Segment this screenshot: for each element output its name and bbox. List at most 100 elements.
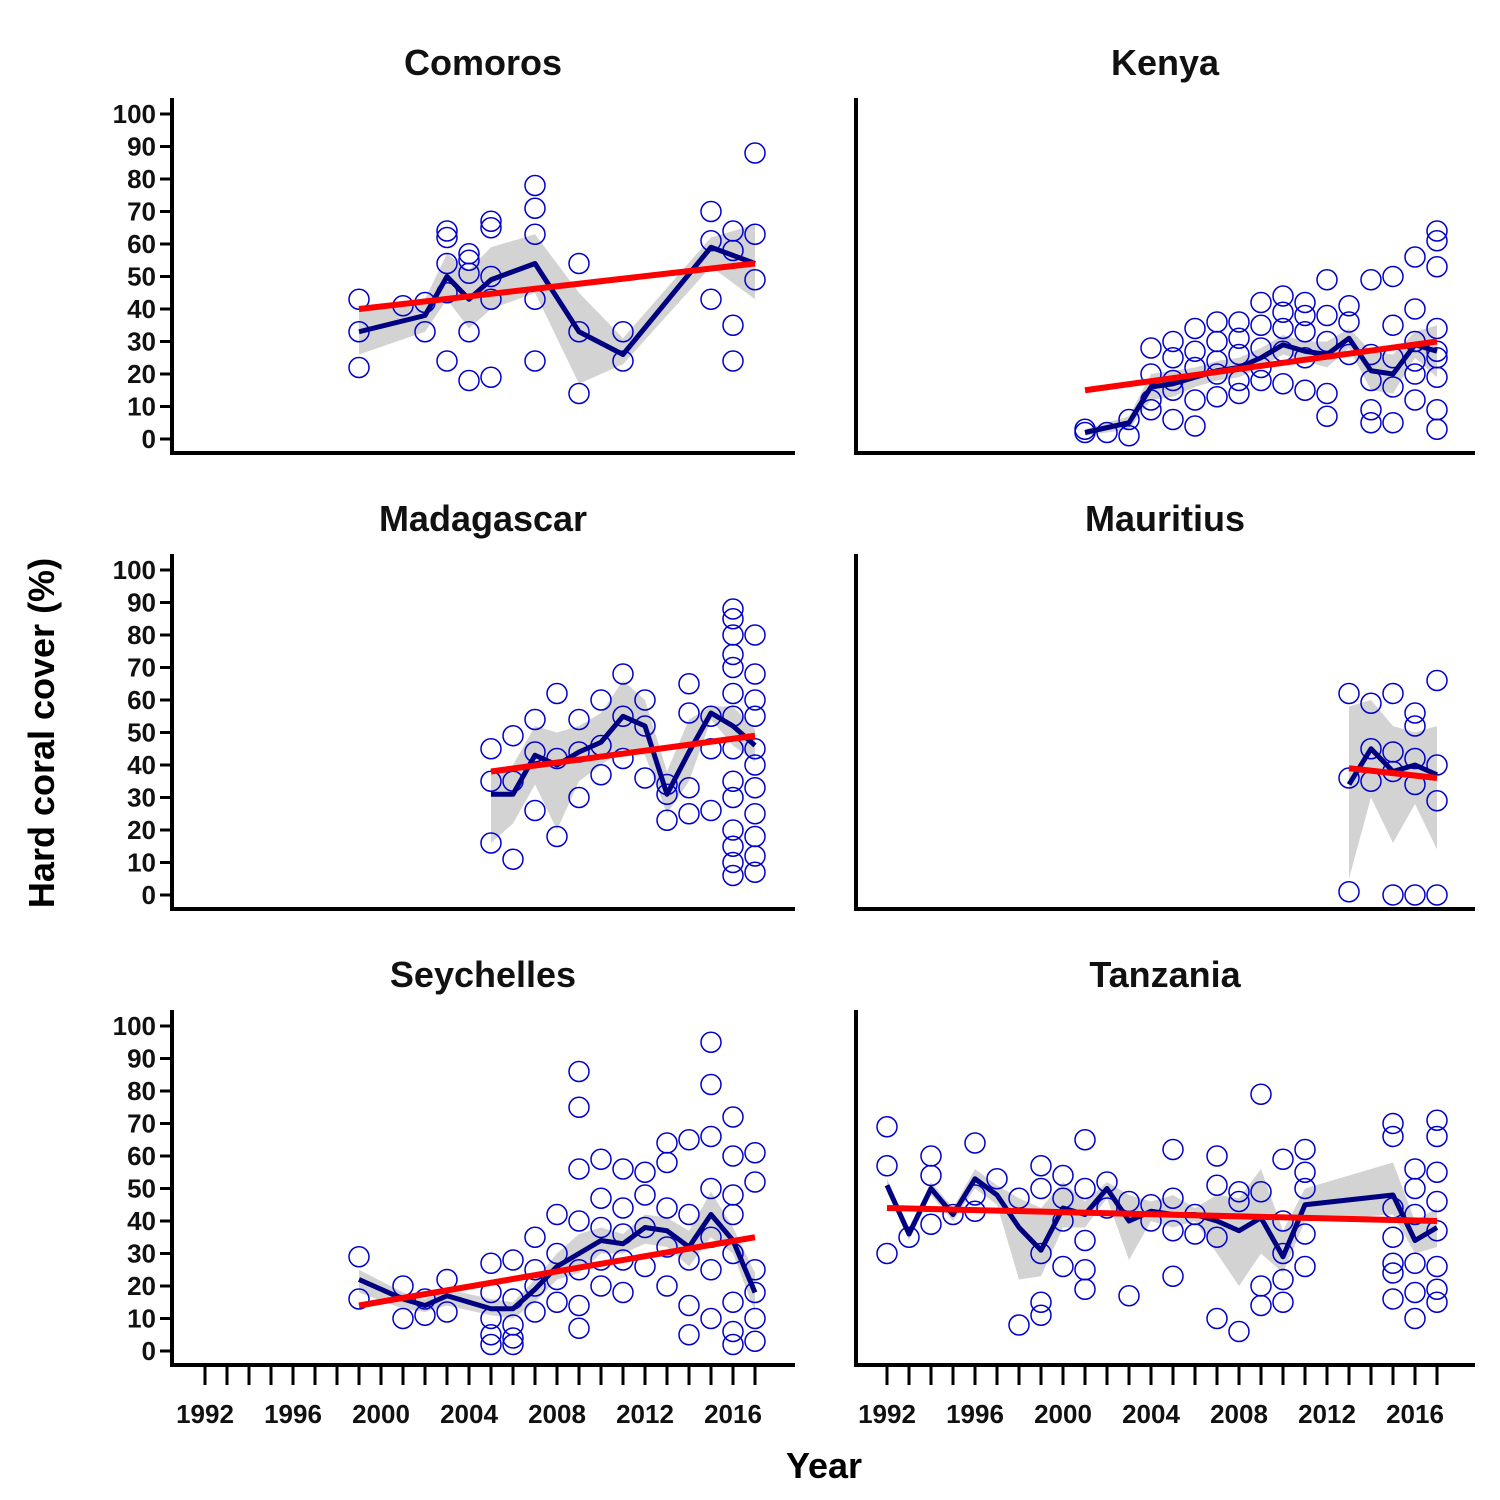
data-point — [700, 1259, 722, 1281]
data-point — [876, 1155, 898, 1177]
data-point — [1338, 767, 1360, 789]
data-point — [1404, 1177, 1426, 1200]
panel-title-kenya: Kenya — [1111, 42, 1220, 83]
x-tick-label: 2000 — [352, 1399, 410, 1429]
data-point — [744, 1307, 766, 1330]
data-point — [1272, 285, 1294, 307]
data-point — [722, 598, 744, 620]
data-point — [568, 786, 590, 809]
data-point — [568, 1158, 590, 1180]
data-point — [1118, 408, 1140, 431]
data-point — [590, 764, 612, 786]
data-point — [678, 1294, 700, 1317]
x-tick-label: 1996 — [946, 1399, 1004, 1429]
y-tick-label: 90 — [127, 1044, 156, 1074]
confidence-band — [887, 1162, 1437, 1286]
data-point — [480, 738, 502, 760]
data-point — [502, 1333, 524, 1356]
data-point — [546, 682, 568, 705]
data-point — [722, 682, 744, 705]
data-point — [568, 382, 590, 405]
data-point — [744, 1330, 766, 1352]
data-point — [1404, 298, 1426, 320]
data-point — [722, 643, 744, 666]
data-point — [1294, 379, 1316, 401]
mean-line — [491, 710, 757, 797]
mean-line — [884, 1176, 1439, 1260]
data-point — [524, 1226, 546, 1248]
trend-line — [1348, 765, 1438, 781]
data-point — [1404, 702, 1426, 724]
y-tick-label: 90 — [127, 132, 156, 162]
data-point — [1338, 311, 1360, 333]
panel-title-tanzania: Tanzania — [1089, 954, 1241, 995]
data-point — [1360, 692, 1382, 714]
panel-title-madagascar: Madagascar — [379, 498, 587, 539]
data-point — [1272, 1242, 1294, 1265]
data-point — [1404, 363, 1426, 385]
data-point — [1404, 1281, 1426, 1304]
panel-title-mauritius: Mauritius — [1085, 498, 1245, 539]
y-tick-label: 80 — [127, 1076, 156, 1106]
data-point — [1426, 1278, 1448, 1300]
y-tick-label: 100 — [113, 99, 156, 129]
data-point — [392, 1307, 414, 1330]
data-point — [744, 269, 766, 291]
data-point — [502, 725, 524, 747]
data-point — [1250, 314, 1272, 336]
data-point — [1426, 1109, 1448, 1131]
data-point — [1074, 1177, 1096, 1200]
data-point — [1382, 884, 1404, 906]
data-point — [722, 1184, 744, 1206]
panel-kenya: Kenya — [854, 42, 1475, 455]
data-point — [722, 770, 744, 792]
data-point — [480, 288, 502, 310]
data-point — [1426, 230, 1448, 252]
data-point — [1140, 337, 1162, 359]
data-point — [1272, 1291, 1294, 1313]
data-point — [480, 217, 502, 239]
data-point — [1096, 421, 1118, 444]
data-point — [1404, 389, 1426, 411]
data-point — [1426, 418, 1448, 440]
data-point — [1294, 1138, 1316, 1161]
data-point — [876, 1242, 898, 1265]
data-point — [546, 1242, 568, 1265]
data-point — [722, 835, 744, 857]
data-point — [1206, 1307, 1228, 1330]
data-point — [1184, 415, 1206, 437]
data-point — [1316, 405, 1338, 427]
data-point — [1140, 399, 1162, 421]
data-point — [1426, 884, 1448, 906]
data-point — [1382, 1262, 1404, 1284]
data-point — [1426, 1255, 1448, 1278]
data-point — [612, 747, 634, 770]
data-point — [1206, 1145, 1228, 1167]
data-point — [876, 1116, 898, 1138]
trend-line — [1084, 338, 1438, 394]
data-point — [590, 1275, 612, 1297]
data-point — [1162, 408, 1184, 431]
data-point — [1272, 317, 1294, 340]
data-point — [678, 777, 700, 799]
data-point — [1294, 321, 1316, 343]
data-point — [458, 249, 480, 271]
data-point — [634, 1161, 656, 1183]
data-point — [1294, 1161, 1316, 1183]
data-point — [1426, 366, 1448, 388]
x-tick-label: 2004 — [1122, 1399, 1180, 1429]
data-point — [1030, 1155, 1052, 1177]
data-point — [1162, 347, 1184, 369]
data-point — [1074, 1259, 1096, 1281]
data-point — [1426, 1161, 1448, 1183]
data-point — [1162, 330, 1184, 353]
data-point — [744, 803, 766, 825]
data-point — [656, 809, 678, 831]
data-point — [1206, 311, 1228, 333]
data-point — [1360, 412, 1382, 434]
data-point — [1250, 1181, 1272, 1203]
data-point — [590, 1216, 612, 1239]
data-point — [678, 673, 700, 695]
